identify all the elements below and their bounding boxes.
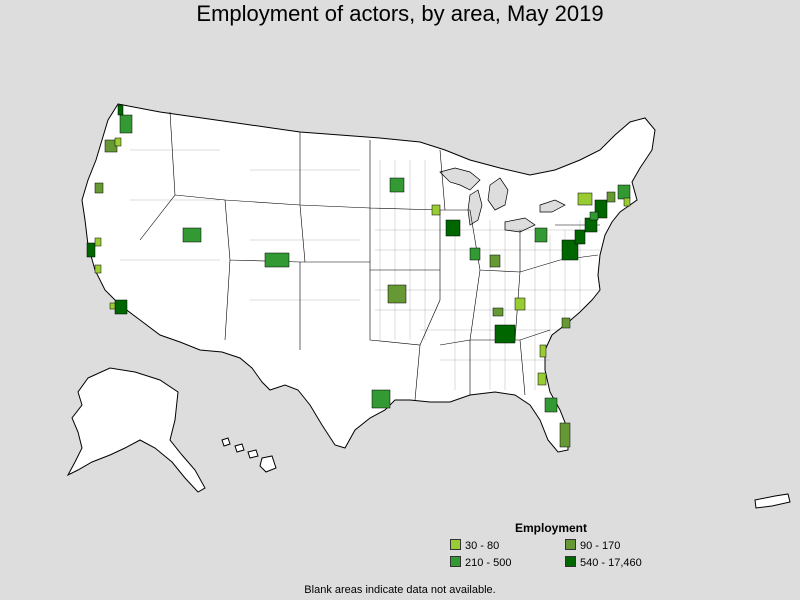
legend-swatch-1 — [450, 539, 461, 550]
footnote: Blank areas indicate data not available. — [304, 584, 496, 596]
area-atlanta — [494, 324, 516, 344]
area-la-edge — [109, 302, 116, 310]
state-boundaries — [139, 111, 600, 401]
area-jacksonville — [537, 372, 547, 386]
legend-label-4: 540 - 17,460 — [580, 557, 642, 569]
us-employment-map — [66, 103, 791, 509]
legend-swatch-2 — [565, 539, 576, 550]
puerto-rico-outline — [754, 493, 791, 509]
area-cincinnati — [489, 254, 501, 268]
legend-swatch-3 — [450, 556, 461, 567]
area-chicago — [445, 219, 461, 237]
legend-swatch-4 — [565, 556, 576, 567]
hawaii-islands — [221, 437, 277, 473]
area-sf-bay — [86, 242, 96, 258]
area-sacramento — [94, 237, 102, 247]
area-oregon-south — [94, 182, 104, 194]
area-dc — [561, 239, 579, 261]
area-orlando — [544, 397, 558, 413]
area-madison — [431, 204, 441, 216]
area-houston — [371, 389, 391, 409]
legend-label-2: 90 - 170 — [580, 540, 621, 552]
legend-title: Employment — [515, 521, 588, 535]
legend-label-3: 210 - 500 — [465, 557, 512, 569]
legend-item-1: 30 - 80 — [450, 539, 499, 553]
area-miami — [559, 422, 571, 448]
area-providence — [623, 197, 631, 207]
area-hartford — [606, 191, 616, 203]
area-seattle-core — [117, 104, 124, 116]
legend-item-4: 540 - 17,460 — [565, 556, 642, 570]
area-nashville — [492, 307, 504, 317]
map-title: Employment of actors, by area, May 2019 — [196, 1, 604, 26]
area-charlotte — [514, 297, 526, 311]
legend-item-3: 210 - 500 — [450, 556, 511, 570]
area-salt-lake — [182, 227, 202, 243]
legend-label-1: 30 - 80 — [465, 540, 500, 552]
legend-item-2: 90 - 170 — [565, 539, 620, 553]
county-mesh — [120, 149, 600, 390]
alaska-outline — [66, 367, 206, 493]
area-la — [114, 299, 128, 315]
area-tulsa-okc — [387, 284, 407, 304]
area-raleigh — [561, 317, 571, 329]
area-central-ca — [94, 264, 102, 274]
contiguous-us-outline — [81, 103, 656, 453]
area-indianapolis — [469, 247, 481, 261]
area-upstate-ny — [577, 192, 593, 206]
area-baltimore — [574, 229, 586, 245]
employment-areas — [86, 104, 631, 448]
area-minneapolis — [389, 177, 405, 193]
area-boston — [617, 184, 631, 200]
area-pittsburgh — [534, 227, 548, 243]
area-oregon-small — [114, 137, 122, 147]
legend: Employment 30 - 80 90 - 170 210 - 500 54… — [450, 521, 690, 579]
area-charleston — [539, 344, 547, 358]
area-denver — [264, 252, 290, 268]
area-new-jersey — [589, 211, 599, 221]
area-seattle — [119, 114, 133, 134]
